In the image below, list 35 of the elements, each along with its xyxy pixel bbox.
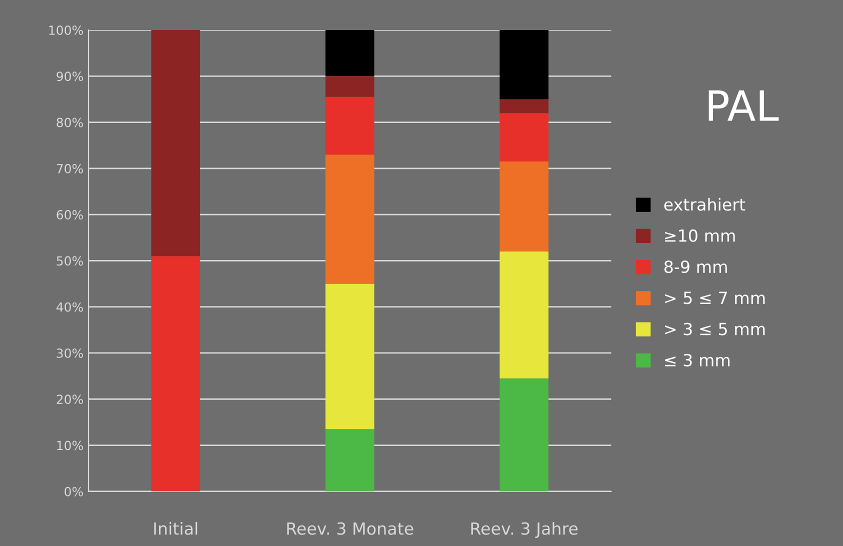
text: PAL bbox=[708, 90, 779, 121]
bar bbox=[500, 99, 548, 114]
y-tick-label: 40% bbox=[56, 302, 83, 312]
legend-label: 8-9 mm bbox=[664, 260, 727, 274]
bar bbox=[500, 30, 548, 100]
bar bbox=[325, 429, 374, 492]
y-tick-label: 80% bbox=[56, 118, 83, 128]
y-tick-label: 10% bbox=[57, 440, 83, 450]
y-tick-label: 60% bbox=[56, 210, 83, 220]
x-tick-label: Reev. 3 Monate bbox=[287, 522, 414, 535]
bar bbox=[325, 284, 374, 430]
bar bbox=[500, 251, 548, 378]
legend-label: ≥10 mm bbox=[665, 229, 735, 242]
y-tick-label: 50% bbox=[56, 256, 83, 266]
y-tick-label: 70% bbox=[56, 164, 83, 174]
x-tick-label: Initial bbox=[154, 522, 198, 535]
y-tick-label: 20% bbox=[56, 394, 83, 404]
bar bbox=[500, 162, 548, 252]
x-tick-label: Reev. 3 Jahre bbox=[471, 522, 578, 538]
y-tick-label: 30% bbox=[56, 348, 83, 358]
bar bbox=[151, 256, 200, 492]
legend-label: ≤ 3 mm bbox=[665, 354, 730, 366]
bar bbox=[325, 96, 374, 155]
bar bbox=[500, 378, 548, 492]
y-tick-label: 90% bbox=[56, 72, 83, 82]
y-tick-label: 100% bbox=[49, 26, 83, 35]
bar bbox=[325, 30, 374, 76]
bar bbox=[325, 76, 374, 97]
legend-label: > 5 ≤ 7 mm bbox=[665, 292, 765, 304]
bar bbox=[500, 113, 548, 162]
y-tick-label: 0% bbox=[64, 486, 83, 496]
bar bbox=[325, 154, 374, 284]
legend-label: > 3 ≤ 5 mm bbox=[665, 322, 765, 336]
legend-label: extrahiert bbox=[664, 198, 746, 211]
bar bbox=[151, 30, 200, 256]
